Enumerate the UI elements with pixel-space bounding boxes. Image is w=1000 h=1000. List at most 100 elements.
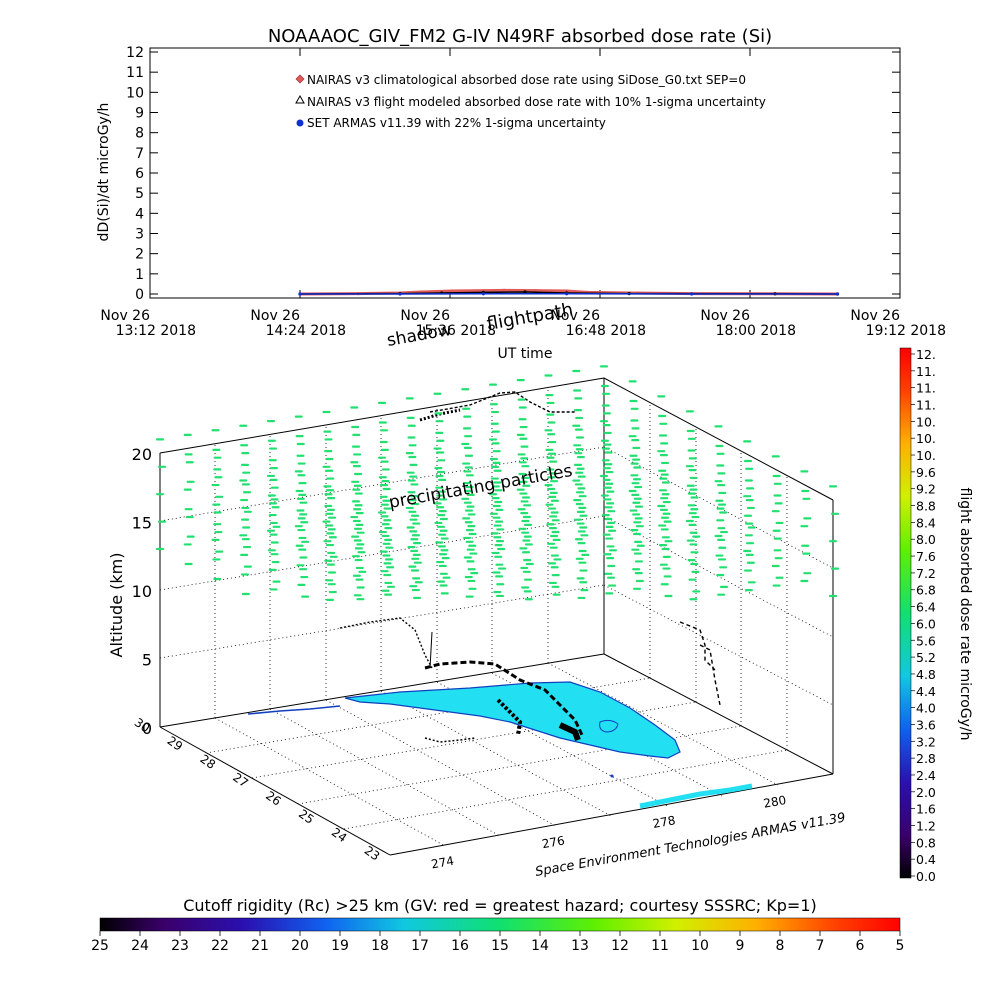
particle-mark: [831, 512, 839, 515]
particle-mark: [379, 440, 388, 444]
particle-mark: [383, 519, 392, 522]
dose-colorbar-tick-label: 8.8: [916, 499, 936, 514]
particle-mark: [239, 424, 248, 427]
figure-title: NOAAAOC_GIV_FM2 G-IV N49RF absorbed dose…: [268, 26, 772, 47]
particle-mark: [269, 521, 278, 525]
particle-mark: [294, 415, 303, 418]
particle-mark: [743, 495, 752, 498]
particle-mark: [657, 395, 666, 398]
particle-mark: [600, 365, 608, 368]
particle-mark: [325, 524, 334, 527]
particle-mark: [551, 574, 560, 577]
particle-mark: [352, 500, 360, 503]
particle-mark: [470, 572, 479, 575]
particle-mark: [716, 464, 725, 467]
particle-mark: [663, 575, 672, 578]
particle-mark: [829, 594, 837, 598]
timeseries-point: [502, 288, 506, 292]
timeseries-point: [835, 292, 840, 296]
particle-mark: [494, 500, 503, 504]
particle-mark: [660, 528, 669, 531]
timeseries-ytick-label: 7: [135, 146, 144, 162]
particle-mark: [212, 503, 221, 506]
particle-mark: [600, 420, 608, 423]
florida-land: [344, 681, 681, 759]
particle-mark: [628, 435, 637, 438]
particle-mark: [577, 596, 586, 600]
particle-mark: [468, 544, 477, 547]
particle-mark: [664, 540, 673, 543]
particle-mark: [156, 438, 164, 441]
particle-mark: [607, 576, 615, 579]
particle-mark: [544, 374, 553, 377]
dose-colorbar-tick-label: 3.6: [916, 717, 936, 732]
particle-mark: [522, 515, 531, 519]
particle-mark: [745, 553, 754, 556]
particle-mark: [605, 525, 614, 528]
particle-mark: [516, 378, 525, 382]
particle-mark: [491, 485, 500, 488]
particle-mark: [384, 538, 393, 541]
particle-mark: [322, 410, 331, 414]
particle-mark: [634, 485, 643, 489]
particle-mark: [577, 475, 586, 478]
particle-mark: [552, 593, 561, 596]
precipitating-particles: [156, 365, 839, 601]
particle-mark: [213, 468, 222, 471]
dose-colorbar-tick-label: 5.6: [916, 633, 936, 648]
particle-mark: [686, 429, 695, 433]
particle-mark: [409, 475, 418, 478]
timeseries-xtick-label-date: Nov 26: [550, 308, 600, 324]
particle-mark: [495, 575, 504, 578]
particle-mark: [439, 529, 448, 532]
particle-mark: [492, 504, 501, 508]
particle-mark: [156, 493, 164, 496]
dose-colorbar-tick-label: 7.2: [916, 566, 936, 581]
particle-mark: [299, 568, 308, 571]
timeseries-ytick-label: 10: [126, 85, 144, 101]
particle-mark: [380, 503, 389, 506]
particle-mark: [158, 465, 166, 468]
particle-mark: [550, 511, 559, 514]
particle-mark: [268, 513, 277, 517]
particle-mark: [489, 512, 498, 515]
particle-mark: [628, 489, 637, 493]
particle-mark: [382, 499, 391, 502]
particle-mark: [632, 568, 641, 571]
particle-mark: [243, 491, 251, 494]
particle-mark: [631, 438, 640, 442]
particle-mark: [689, 476, 698, 480]
particle-mark: [215, 550, 224, 553]
timeseries-point: [298, 292, 302, 296]
particle-mark: [435, 486, 444, 489]
particle-mark: [800, 525, 809, 528]
particle-mark: [405, 397, 414, 400]
particle-mark: [408, 455, 417, 459]
particle-mark: [746, 487, 754, 490]
particle-mark: [464, 489, 473, 493]
particle-mark: [489, 493, 497, 496]
rigidity-colorbar-tick-label: 25: [91, 938, 109, 954]
particle-mark: [524, 598, 533, 601]
particle-mark: [632, 501, 641, 504]
particle-mark: [270, 553, 279, 556]
particle-mark: [468, 532, 477, 536]
particle-mark: [436, 439, 445, 442]
particle-mark: [354, 558, 363, 562]
particle-mark: [357, 551, 366, 554]
particle-mark: [214, 530, 223, 534]
particle-mark: [407, 424, 416, 427]
particle-mark: [301, 540, 310, 543]
particle-mark: [435, 474, 444, 478]
particle-mark: [411, 502, 420, 506]
3d-z-tick-label: 5: [142, 651, 152, 670]
particle-mark: [715, 444, 724, 448]
timeseries-x-label: UT time: [498, 346, 553, 362]
particle-mark: [660, 583, 669, 586]
particle-mark: [745, 522, 754, 525]
particle-mark: [380, 429, 388, 432]
particle-mark: [327, 528, 336, 531]
particle-mark: [241, 573, 249, 576]
particle-mark: [351, 480, 360, 483]
